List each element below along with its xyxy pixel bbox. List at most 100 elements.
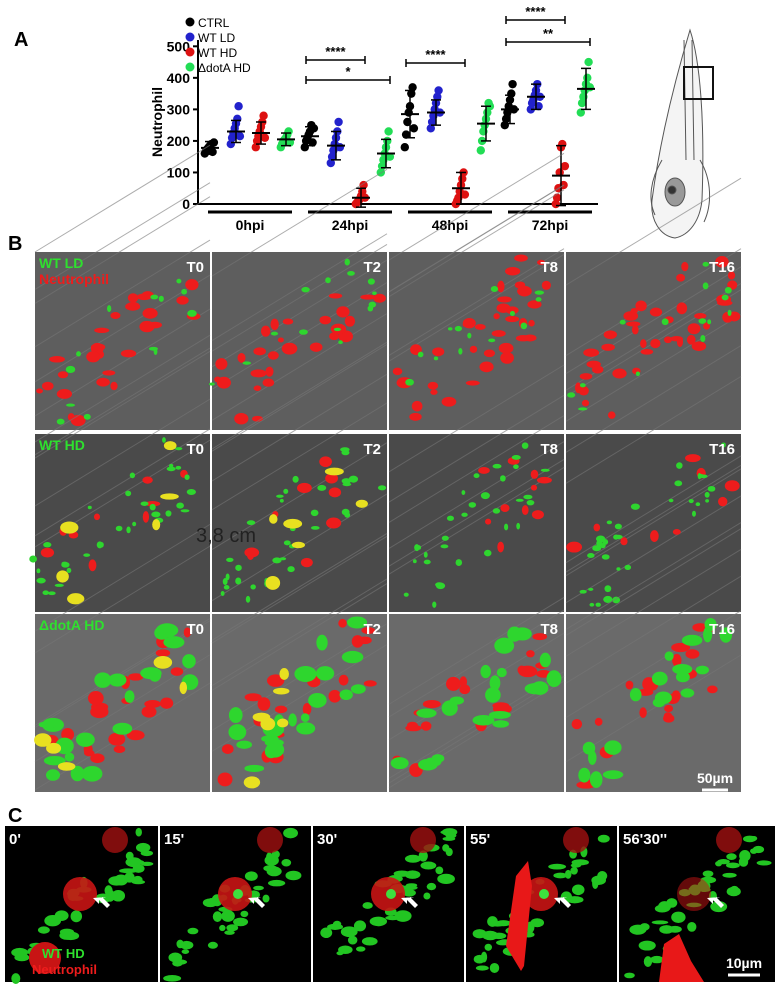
cell-blob [265, 576, 281, 590]
cell-blob [513, 464, 519, 470]
cell-blob [339, 689, 353, 700]
cell-blob [630, 307, 638, 314]
cell-blob [265, 366, 274, 377]
tissue-texture [565, 495, 742, 604]
cell-blob [43, 755, 66, 766]
cell-blob [153, 655, 173, 669]
bacteria-blob [221, 910, 235, 922]
cell-blob [484, 549, 492, 557]
significance-label: ** [543, 26, 554, 41]
cell-blob [455, 559, 463, 566]
cell-blob [462, 317, 476, 329]
cell-blob [253, 385, 262, 391]
cell-blob [675, 671, 690, 683]
cell-blob [302, 703, 312, 716]
legend-label: WT LD [198, 31, 235, 45]
bacteria-blob [629, 924, 647, 935]
cell-blob [697, 473, 702, 480]
bacteria-blob [440, 829, 455, 835]
cell-blob [181, 288, 187, 295]
cell-blob [102, 370, 116, 376]
y-tick-label: 500 [167, 38, 191, 54]
neutrophil [29, 942, 61, 974]
cell-blob [57, 371, 69, 379]
neutrophil [257, 827, 283, 853]
tissue-texture [565, 464, 742, 573]
bacteria-blob [420, 861, 437, 870]
cell-blob [358, 636, 372, 645]
bacteria-blob [715, 860, 723, 867]
cell-blob [235, 564, 242, 571]
cell-blob [367, 278, 375, 285]
tissue-texture [565, 468, 742, 577]
phagocytosed-bacteria [233, 889, 243, 899]
neutrophil [63, 877, 97, 911]
cell-blob [579, 383, 586, 388]
cell-blob [528, 319, 535, 327]
cell-blob [251, 415, 264, 422]
time-label: 0' [9, 831, 21, 848]
bacteria-blob [553, 872, 568, 879]
legend-label: CTRL [198, 16, 230, 30]
cell-blob [526, 499, 535, 506]
cell-blob [166, 466, 176, 472]
tissue-texture [34, 239, 211, 348]
cell-blob [578, 407, 588, 411]
cell-blob [604, 740, 622, 755]
bacteria-blob [671, 911, 686, 923]
bacteria-blob [135, 827, 142, 837]
cell-blob [155, 649, 171, 657]
cell-blob [108, 673, 127, 687]
data-point [552, 193, 562, 202]
cell-blob [325, 277, 331, 284]
bacteria-blob [654, 904, 670, 913]
cell-blob [273, 687, 290, 695]
cell-blob [700, 335, 706, 343]
cell-blob [250, 584, 256, 590]
cell-blob [160, 697, 174, 709]
data-point [251, 143, 260, 152]
cell-blob [517, 285, 532, 297]
micrograph [388, 364, 565, 612]
bacteria-blob [597, 834, 610, 843]
cell-blob [56, 418, 65, 425]
cell-blob [494, 637, 515, 654]
cell-blob [225, 573, 230, 581]
bacteria-blob [240, 910, 249, 918]
bacteria-blob [268, 879, 286, 887]
panel-letter: A [14, 29, 28, 51]
cell-blob [341, 650, 364, 664]
tissue-texture [34, 350, 211, 459]
cell-blob [619, 319, 626, 325]
cell-blob [222, 578, 228, 586]
cell-blob [360, 294, 376, 300]
cell-blob [593, 523, 601, 532]
cell-blob [505, 315, 520, 323]
bacteria-blob [362, 902, 373, 909]
timepoint-label: T0 [186, 441, 204, 458]
cell-blob [244, 693, 262, 702]
cell-blob [480, 492, 490, 500]
cell-blob [70, 414, 86, 427]
data-point [309, 124, 319, 133]
cell-blob [461, 512, 468, 517]
micrograph [388, 597, 565, 792]
tissue-texture [388, 415, 565, 523]
cell-blob [187, 309, 197, 317]
significance-label: **** [325, 44, 346, 59]
cell-blob [344, 512, 351, 518]
tissue-texture [211, 343, 388, 452]
cell-blob [492, 463, 502, 469]
cell-blob [299, 329, 308, 335]
cell-blob [579, 589, 587, 594]
cell-blob [649, 307, 663, 317]
cell-blob [591, 365, 604, 374]
bacteria-blob [624, 972, 635, 979]
bacteria-blob [332, 920, 342, 928]
cell-blob [687, 323, 701, 335]
cell-blob [136, 293, 152, 301]
cell-blob [169, 463, 174, 468]
data-point [285, 138, 295, 147]
significance-label: * [345, 64, 351, 79]
tissue-texture [211, 535, 388, 644]
